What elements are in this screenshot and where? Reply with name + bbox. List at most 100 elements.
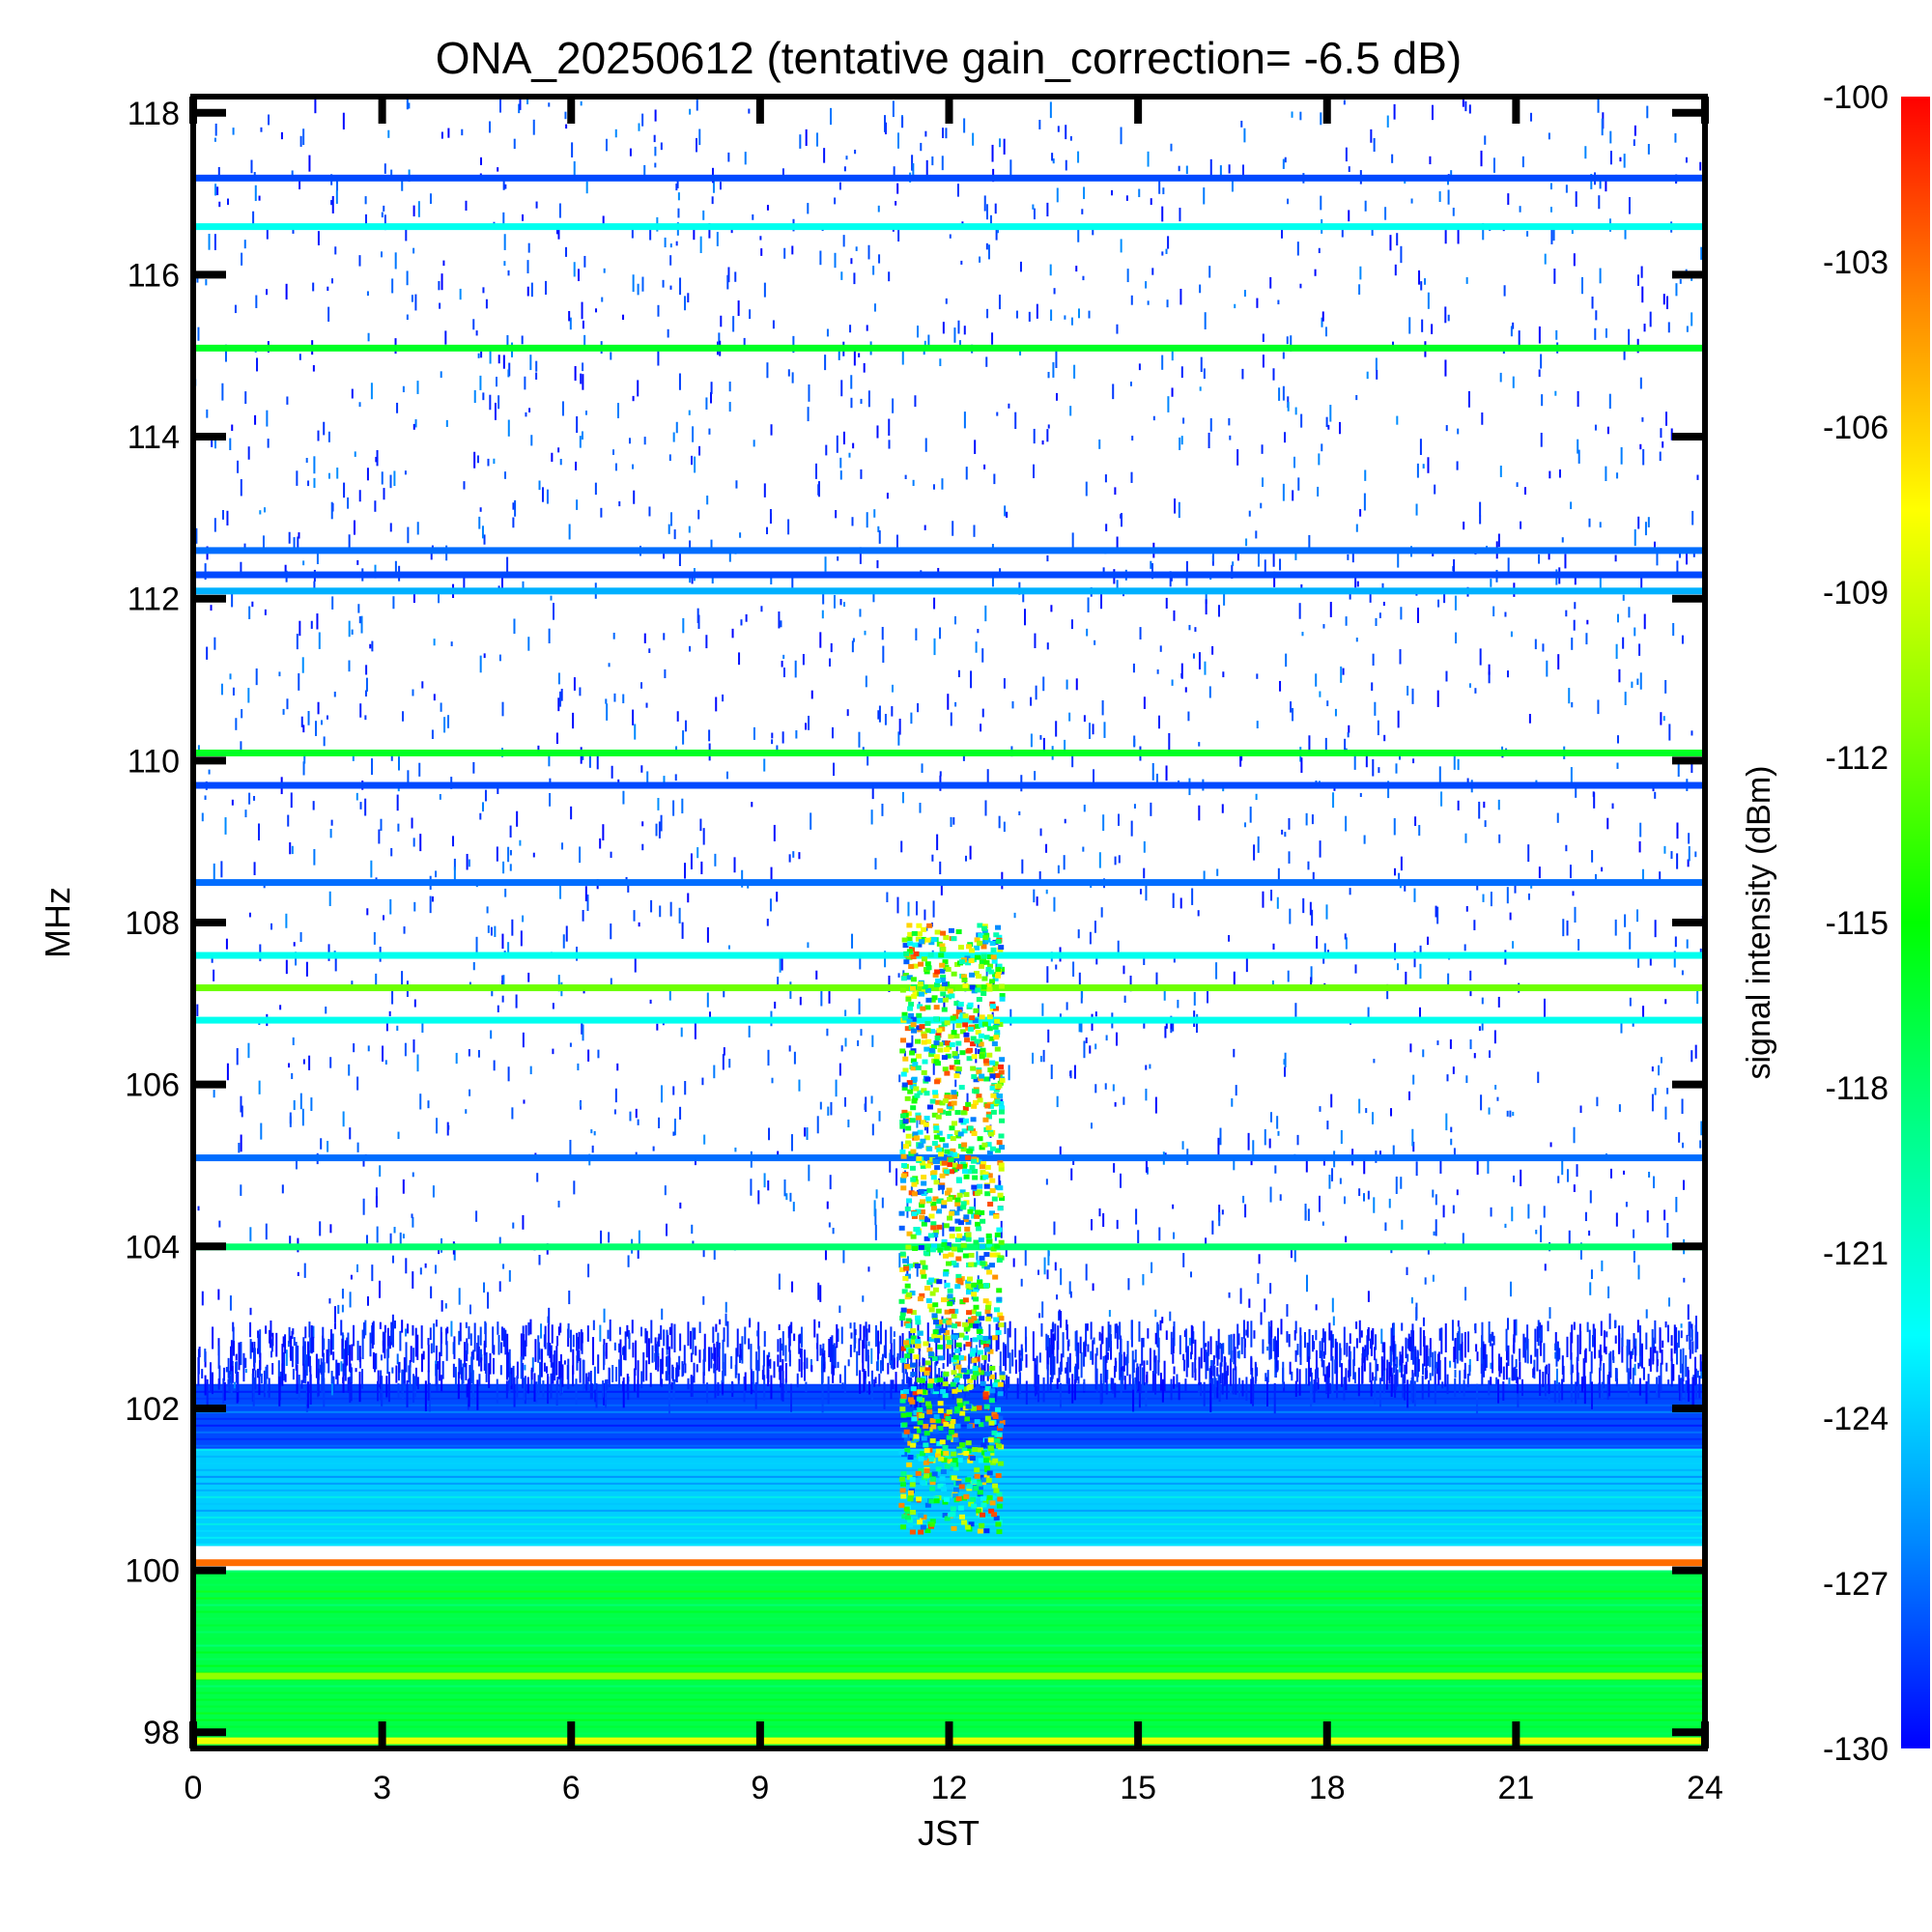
speckle	[424, 1380, 427, 1412]
speckle	[1584, 1350, 1587, 1360]
speckle	[1386, 1359, 1389, 1380]
speckle	[1049, 1345, 1052, 1376]
speckle	[483, 1340, 486, 1355]
speckle	[782, 668, 785, 678]
speckle	[1199, 284, 1202, 294]
burst-pixel	[971, 1316, 978, 1321]
speckle	[1316, 935, 1319, 950]
speckle	[934, 1361, 937, 1379]
speckle	[1012, 1258, 1015, 1267]
burst-pixel	[930, 1201, 937, 1207]
speckle	[1605, 175, 1607, 192]
speckle	[1374, 1377, 1377, 1405]
speckle	[1122, 1351, 1125, 1372]
burst-pixel	[905, 996, 912, 1002]
burst-pixel	[970, 1036, 977, 1041]
speckle	[1342, 668, 1345, 675]
burst-pixel	[958, 1118, 965, 1123]
speckle	[1540, 1225, 1543, 1243]
speckle	[781, 1371, 784, 1402]
speckle	[891, 1360, 894, 1369]
speckle	[1056, 1341, 1059, 1364]
speckle	[1433, 1231, 1435, 1236]
speckle	[535, 201, 538, 209]
speckle	[1056, 1294, 1059, 1300]
speckle	[304, 1326, 307, 1339]
speckle	[1565, 185, 1568, 193]
speckle	[1484, 820, 1487, 828]
speckle	[478, 516, 481, 529]
speckle	[656, 1341, 659, 1357]
speckle	[1234, 303, 1236, 309]
burst-pixel	[981, 928, 988, 934]
speckle	[1291, 1371, 1293, 1381]
speckle	[896, 1356, 899, 1368]
speckle	[718, 1346, 721, 1373]
speckle	[711, 196, 714, 205]
speckle	[618, 1326, 621, 1335]
speckle	[475, 330, 478, 336]
burst-pixel	[944, 1413, 951, 1419]
speckle	[1269, 1186, 1272, 1203]
speckle	[396, 1353, 399, 1365]
speckle	[561, 842, 564, 850]
speckle	[1636, 909, 1639, 923]
speckle	[236, 1373, 239, 1393]
burst-pixel	[988, 969, 995, 975]
speckle	[1682, 1179, 1685, 1190]
burst-pixel	[978, 1076, 984, 1082]
burst-pixel	[967, 1026, 974, 1032]
speckle	[1527, 893, 1530, 900]
speckle	[1102, 1212, 1105, 1227]
speckle	[1205, 599, 1208, 615]
speckle	[1456, 461, 1459, 470]
speckle	[1637, 1362, 1640, 1369]
speckle	[879, 1360, 882, 1374]
burst-pixel	[990, 947, 997, 952]
speckle	[663, 552, 666, 559]
speckle	[433, 639, 436, 646]
speckle	[888, 418, 891, 436]
speckle	[1114, 856, 1117, 866]
speckle	[206, 1378, 209, 1407]
speckle	[781, 168, 784, 180]
burst-pixel	[956, 1178, 963, 1183]
speckle	[440, 371, 442, 379]
speckle	[416, 381, 419, 394]
speckle	[1358, 284, 1361, 295]
speckle	[386, 1327, 389, 1352]
speckle	[590, 1383, 593, 1400]
speckle	[1294, 407, 1297, 415]
speckle	[829, 658, 832, 667]
speckle	[698, 1350, 701, 1363]
speckle	[1691, 510, 1694, 526]
speckle	[698, 445, 701, 456]
speckle	[319, 1221, 322, 1236]
speckle	[1367, 1326, 1370, 1342]
speckle	[255, 668, 258, 686]
speckle	[730, 1380, 733, 1393]
speckle	[1570, 501, 1573, 510]
speckle	[924, 130, 927, 137]
speckle	[953, 615, 956, 625]
speckle	[768, 1351, 771, 1358]
speckle	[915, 1355, 918, 1383]
speckle	[1699, 1354, 1702, 1372]
speckle	[828, 1222, 831, 1228]
speckle	[1402, 1374, 1405, 1398]
speckle	[621, 1347, 624, 1355]
speckle	[422, 1350, 425, 1360]
speckle	[1457, 428, 1460, 435]
noise-texture-line	[193, 1658, 1705, 1661]
speckle	[1158, 1227, 1161, 1241]
burst-pixel	[997, 1080, 1004, 1086]
speckle	[1628, 328, 1631, 346]
speckle	[1435, 905, 1437, 918]
speckle	[863, 1325, 866, 1350]
speckle	[1680, 1378, 1683, 1402]
speckle	[271, 1363, 274, 1375]
speckle	[479, 655, 482, 673]
speckle	[1015, 310, 1018, 319]
speckle	[1319, 1341, 1321, 1359]
speckle	[1367, 1007, 1370, 1022]
